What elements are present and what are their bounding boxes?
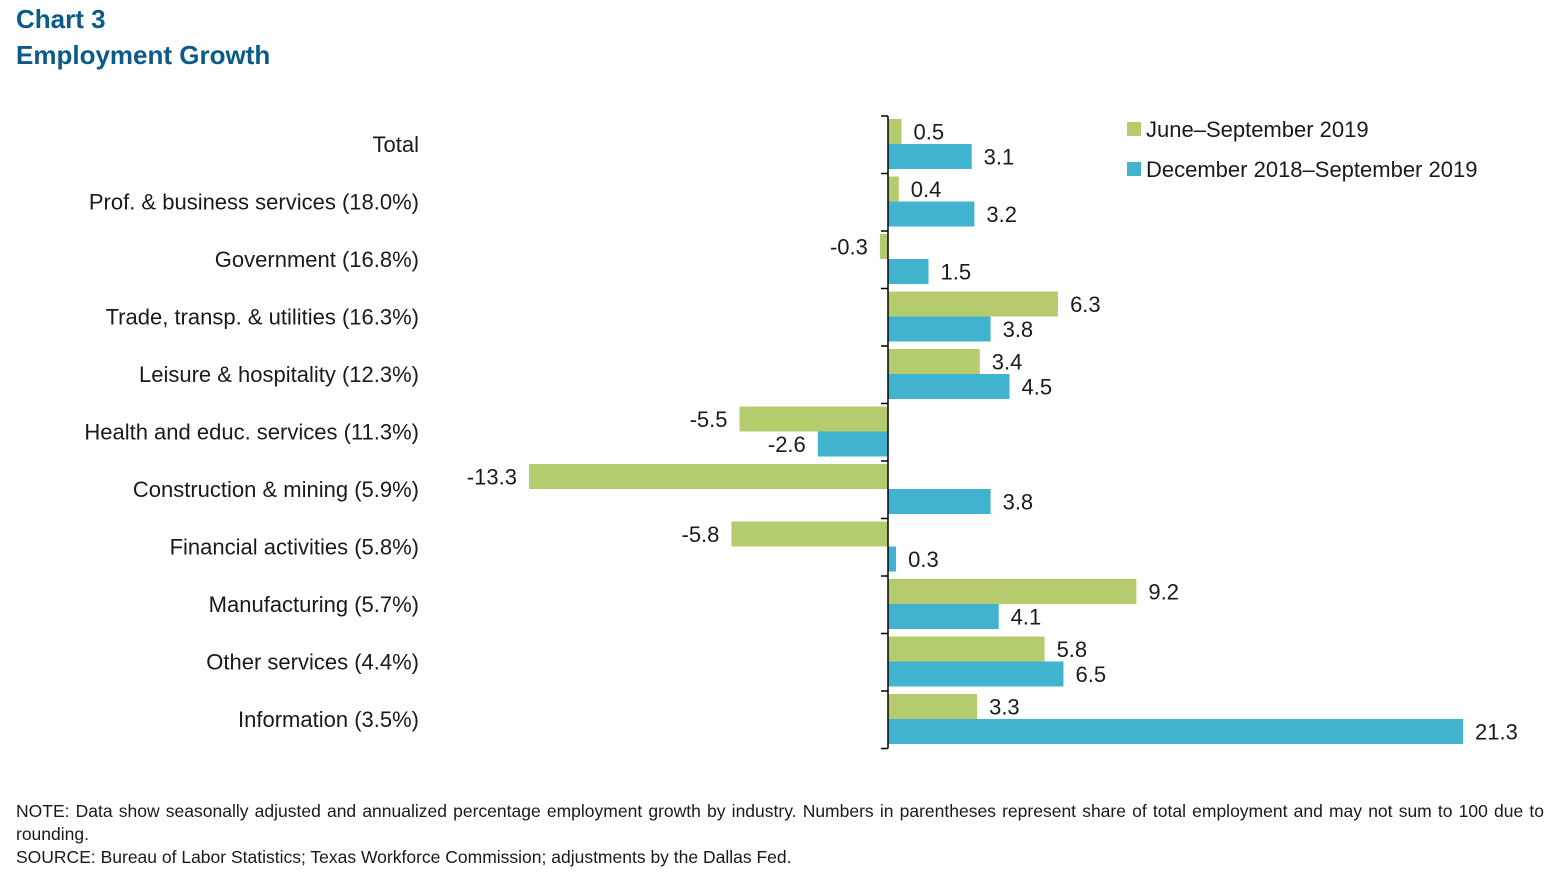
category-label: Information (3.5%) <box>238 707 419 732</box>
bar-dec-sep <box>888 604 999 629</box>
data-label: 0.3 <box>908 547 939 572</box>
data-label: 9.2 <box>1148 580 1179 605</box>
chart-title-line1: Chart 3 <box>16 4 106 34</box>
data-label: 4.5 <box>1021 375 1052 400</box>
bar-dec-sep <box>888 661 1064 687</box>
data-label: -13.3 <box>467 465 517 490</box>
bar-jun-sep <box>731 521 888 547</box>
bar-dec-sep <box>888 201 975 227</box>
bar-dec-sep <box>888 546 897 572</box>
bar-dec-sep <box>888 144 972 169</box>
data-label: 3.3 <box>989 695 1020 720</box>
bar-jun-sep <box>888 291 1059 317</box>
legend-swatch <box>1127 122 1141 136</box>
data-label: 3.8 <box>1003 490 1034 515</box>
data-label: 0.4 <box>911 177 942 202</box>
bar-jun-sep <box>888 176 899 202</box>
data-label: 21.3 <box>1475 720 1518 745</box>
category-label: Total <box>373 132 419 157</box>
bar-jun-sep <box>879 234 888 259</box>
legend-swatch <box>1127 162 1141 176</box>
bar-jun-sep <box>888 119 902 144</box>
category-label: Trade, transp. & utilities (16.3%) <box>106 305 419 330</box>
data-label: 3.4 <box>992 350 1023 375</box>
category-label: Leisure & hospitality (12.3%) <box>139 362 419 387</box>
category-label: Other services (4.4%) <box>206 650 419 675</box>
category-label: Manufacturing (5.7%) <box>209 592 419 617</box>
bar-jun-sep <box>888 349 980 374</box>
source-text: SOURCE: Bureau of Labor Statistics; Texa… <box>16 847 792 867</box>
bar-dec-sep <box>888 374 1010 399</box>
chart-notes: NOTE: Data show seasonally adjusted and … <box>16 800 1544 869</box>
category-label: Construction & mining (5.9%) <box>133 477 419 502</box>
data-label: 5.8 <box>1057 637 1088 662</box>
bar-dec-sep <box>888 316 991 342</box>
category-label: Government (16.8%) <box>215 247 419 272</box>
bar-dec-sep <box>817 431 888 457</box>
category-label: Prof. & business services (18.0%) <box>89 190 419 215</box>
bar-chart: Total 0.5 3.1 Prof. & business services (18… <box>84 115 1518 750</box>
data-label: -5.5 <box>690 407 728 432</box>
data-label: -2.6 <box>768 432 806 457</box>
data-label: 4.1 <box>1011 605 1042 630</box>
data-label: 3.2 <box>986 202 1017 227</box>
data-label: 1.5 <box>940 260 971 285</box>
bar-jun-sep <box>888 636 1045 662</box>
data-label: 6.5 <box>1075 662 1106 687</box>
bar-jun-sep <box>888 579 1137 604</box>
category-label: Financial activities (5.8%) <box>170 535 419 560</box>
bar-jun-sep <box>888 694 978 719</box>
bar-jun-sep <box>528 464 888 489</box>
legend-label: December 2018–September 2019 <box>1146 157 1477 182</box>
bar-jun-sep <box>739 406 888 432</box>
data-label: 6.3 <box>1070 292 1101 317</box>
legend-label: June–September 2019 <box>1146 117 1369 142</box>
chart-title-line2: Employment Growth <box>16 40 271 70</box>
data-label: -0.3 <box>830 235 868 260</box>
bar-dec-sep <box>888 259 929 284</box>
data-label: 3.1 <box>984 145 1015 170</box>
bar-dec-sep <box>888 489 991 514</box>
bar-dec-sep <box>888 719 1463 744</box>
data-label: -5.8 <box>682 522 720 547</box>
data-label: 0.5 <box>913 120 944 145</box>
category-label: Health and educ. services (11.3%) <box>84 420 419 445</box>
note-text: NOTE: Data show seasonally adjusted and … <box>16 801 1544 844</box>
data-label: 3.8 <box>1003 317 1034 342</box>
